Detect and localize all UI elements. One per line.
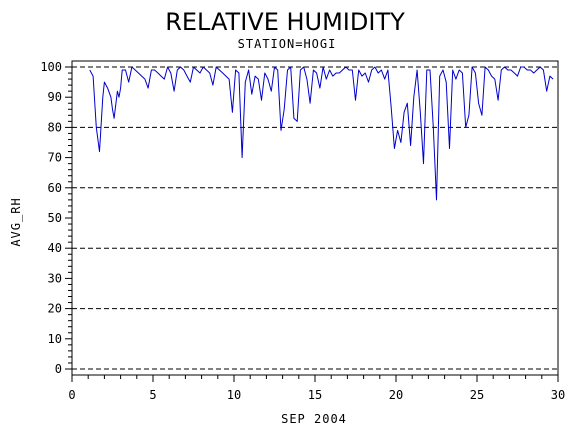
y-tick-label: 100 (40, 60, 62, 74)
x-tick-label: 25 (470, 388, 484, 402)
y-tick-label: 40 (48, 241, 62, 255)
x-axis-label: SEP 2004 (281, 412, 347, 426)
y-tick-label: 10 (48, 332, 62, 346)
x-tick-label: 15 (308, 388, 322, 402)
y-tick-label: 30 (48, 271, 62, 285)
y-tick-label: 20 (48, 302, 62, 316)
x-tick-label: 10 (227, 388, 241, 402)
y-tick-label: 80 (48, 120, 62, 134)
plot-frame (71, 60, 559, 376)
x-axis: 0 5 10 15 20 25 30 (68, 375, 565, 402)
chart-subtitle: STATION=HOGI (238, 37, 337, 51)
x-tick-label: 20 (389, 388, 403, 402)
y-axis-label: AVG_RH (9, 197, 23, 246)
y-tick-label: 0 (55, 362, 62, 376)
chart-title: RELATIVE HUMIDITY (165, 8, 405, 36)
x-tick-label: 5 (149, 388, 156, 402)
series-line-0 (89, 66, 554, 201)
reference-lines (72, 66, 558, 370)
y-tick-label: 60 (48, 181, 62, 195)
y-tick-label: 50 (48, 211, 62, 225)
y-axis: 0 10 20 30 40 50 60 70 80 90 100 (40, 60, 72, 376)
y-tick-label: 90 (48, 90, 62, 104)
series-layer (89, 66, 554, 201)
x-tick-label: 0 (68, 388, 75, 402)
y-tick-label: 70 (48, 151, 62, 165)
x-tick-label: 30 (551, 388, 565, 402)
